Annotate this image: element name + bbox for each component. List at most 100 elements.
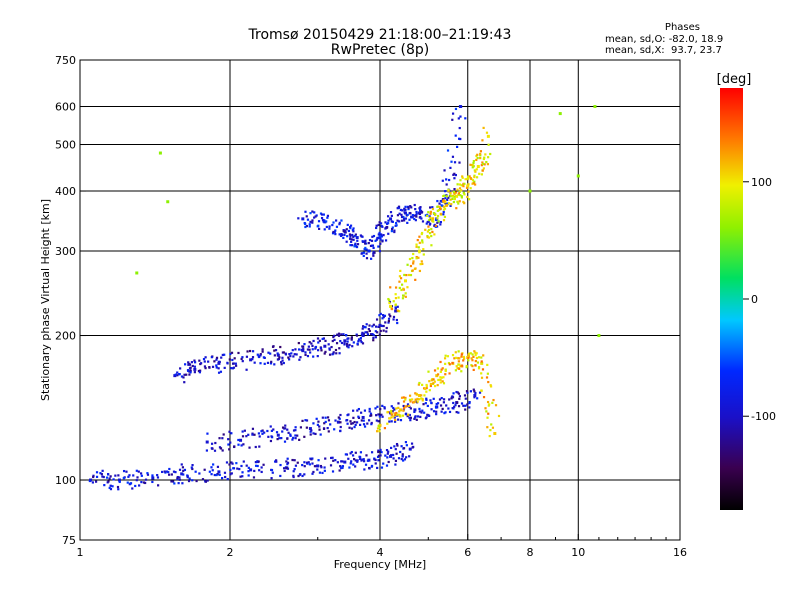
data-point (308, 341, 311, 344)
data-point (458, 395, 462, 398)
data-point (457, 360, 460, 363)
data-point (413, 203, 416, 207)
data-point (395, 452, 398, 455)
x-tick-label: 8 (527, 546, 534, 559)
data-point (172, 480, 175, 483)
data-point (492, 398, 495, 402)
data-point (473, 174, 476, 177)
data-point (576, 174, 580, 178)
data-point (429, 382, 432, 386)
data-point (390, 405, 393, 408)
data-point (387, 297, 390, 301)
data-point (413, 217, 416, 221)
x-tick-label: 1 (77, 546, 84, 559)
data-point (220, 356, 223, 359)
data-point (389, 304, 393, 308)
data-point (360, 411, 363, 414)
data-point (439, 212, 442, 215)
data-point (317, 224, 320, 227)
data-point (328, 353, 332, 356)
data-point (394, 413, 397, 417)
data-point (403, 273, 406, 277)
data-point (201, 478, 205, 481)
data-point (409, 273, 413, 277)
data-point (347, 457, 350, 460)
data-point (95, 475, 99, 478)
data-point (397, 205, 401, 208)
data-point (391, 410, 394, 413)
data-point (384, 221, 387, 224)
data-point (304, 210, 307, 213)
data-point (368, 239, 372, 242)
data-point (429, 210, 433, 213)
data-point (389, 286, 392, 289)
data-point (314, 432, 317, 436)
data-point (322, 427, 326, 430)
data-point (386, 411, 389, 414)
data-point (363, 326, 366, 329)
data-point (453, 188, 456, 191)
data-point (286, 437, 289, 440)
data-point (465, 390, 469, 393)
data-point (166, 200, 170, 204)
data-point (206, 432, 209, 435)
data-point (361, 415, 365, 419)
data-point (207, 360, 210, 363)
data-point (377, 449, 380, 452)
data-point (476, 156, 479, 160)
data-point (448, 410, 452, 414)
data-point (402, 409, 405, 412)
data-point (364, 326, 367, 329)
data-point (306, 462, 309, 465)
data-point (259, 354, 262, 357)
data-point (304, 353, 307, 356)
data-point (402, 404, 405, 408)
data-point (288, 358, 291, 361)
data-point (347, 229, 351, 233)
data-point (443, 357, 447, 360)
data-point (325, 225, 328, 229)
data-point (365, 257, 369, 260)
data-point (346, 422, 349, 425)
data-point (258, 435, 261, 438)
data-point (428, 380, 431, 383)
data-point (215, 366, 218, 369)
data-point (379, 448, 382, 452)
data-point (414, 278, 417, 281)
data-point (139, 472, 143, 475)
data-point (491, 401, 494, 404)
data-point (476, 361, 480, 364)
phases-heading: Phases (664, 22, 700, 33)
data-point (140, 474, 143, 477)
data-point (137, 470, 140, 473)
data-point (376, 237, 379, 240)
data-point (421, 239, 424, 242)
data-point (425, 222, 428, 225)
data-point (354, 245, 358, 248)
data-point (365, 323, 368, 326)
data-point (348, 237, 352, 240)
data-point (359, 457, 362, 460)
data-point (284, 352, 287, 355)
data-point (335, 219, 338, 222)
data-point (476, 164, 480, 168)
data-point (217, 371, 221, 374)
data-point (287, 431, 290, 434)
data-point (357, 407, 360, 411)
data-point (366, 422, 369, 425)
data-point (470, 177, 473, 181)
data-point (415, 255, 418, 259)
data-point (389, 211, 393, 214)
data-point (349, 235, 352, 238)
data-point (460, 196, 463, 199)
data-point (376, 331, 379, 334)
data-point (254, 445, 257, 449)
data-point (414, 392, 417, 395)
data-point (486, 134, 490, 138)
data-point (292, 355, 295, 358)
data-point (480, 164, 483, 167)
data-point (316, 337, 320, 340)
data-point (393, 229, 396, 232)
data-point (378, 250, 382, 253)
data-point (203, 360, 206, 363)
